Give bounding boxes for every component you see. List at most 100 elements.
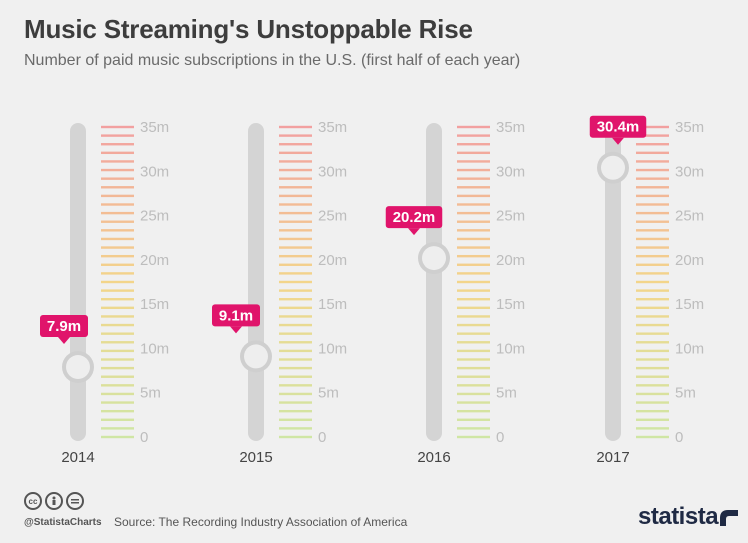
value-badge-pointer xyxy=(230,326,242,334)
tick-label: 25m xyxy=(496,208,525,225)
scale-line xyxy=(101,151,134,155)
scale-line xyxy=(636,409,669,413)
scale-line xyxy=(101,375,134,378)
scale-line xyxy=(101,323,134,327)
scale-line xyxy=(636,366,669,370)
slider-track xyxy=(70,123,86,441)
tick-label: 10m xyxy=(675,340,704,357)
scale-line xyxy=(457,298,490,301)
slider-knob xyxy=(244,344,268,369)
scale-line xyxy=(279,237,312,241)
scale-line xyxy=(101,384,134,387)
scale-line xyxy=(279,289,312,292)
scale-line xyxy=(279,151,312,155)
scale-line xyxy=(636,237,669,241)
scale-line xyxy=(457,358,490,361)
scale-line xyxy=(636,435,669,439)
tick-label: 5m xyxy=(675,385,696,402)
scale-line xyxy=(279,177,312,180)
scale-line xyxy=(279,160,312,163)
chart-title: Music Streaming's Unstoppable Rise xyxy=(24,14,473,44)
scale-line xyxy=(457,254,490,258)
tick-label: 15m xyxy=(140,296,169,313)
scale-line xyxy=(457,211,490,215)
scale-line xyxy=(457,160,490,163)
tick-label: 5m xyxy=(318,385,339,402)
scale-line xyxy=(279,392,312,396)
slider-chart: 0 5m 10m 15m 20m 25m 30m 35m 7.9m 2014 0 5m 10m 15m 20… xyxy=(40,115,704,466)
scale-line xyxy=(636,289,669,292)
scale-line xyxy=(457,246,490,249)
scale-line xyxy=(457,401,490,404)
tick-label: 15m xyxy=(318,296,347,313)
scale-line xyxy=(279,306,312,310)
tick-label: 30m xyxy=(318,163,347,180)
scale-line xyxy=(279,435,312,439)
scale-line xyxy=(636,272,669,275)
value-label: 20.2m xyxy=(393,209,436,226)
scale-line xyxy=(279,272,312,275)
value-badge xyxy=(212,304,260,327)
slider-knob xyxy=(66,355,90,380)
scale-line xyxy=(457,186,490,189)
scale-line xyxy=(279,254,312,258)
tick-label: 20m xyxy=(140,252,169,269)
scale-line xyxy=(636,418,669,421)
scale-line xyxy=(636,384,669,387)
statista-logo: statista xyxy=(638,503,719,530)
category-label: 2016 xyxy=(417,449,450,466)
scale-line xyxy=(101,298,134,301)
scale-line xyxy=(457,263,490,266)
scale-line xyxy=(457,341,490,344)
footer-source: Source: The Recording Industry Associati… xyxy=(114,515,408,529)
scale-line xyxy=(101,315,134,318)
scale-line xyxy=(101,254,134,258)
scale-line xyxy=(101,306,134,310)
scale-line xyxy=(279,168,312,172)
scale-line xyxy=(101,237,134,241)
scale-line xyxy=(636,332,669,335)
scale-line xyxy=(279,349,312,353)
scale-line xyxy=(101,186,134,189)
scale-line xyxy=(279,384,312,387)
scale-line xyxy=(279,246,312,249)
scale-line xyxy=(101,289,134,292)
scale-line xyxy=(457,177,490,180)
scale-line xyxy=(636,427,669,430)
scale-line xyxy=(636,306,669,310)
scale-line xyxy=(279,125,312,129)
scale-line xyxy=(457,427,490,430)
scale-line xyxy=(101,246,134,249)
value-badge xyxy=(589,115,647,138)
scale-line xyxy=(101,203,134,206)
scale-line xyxy=(457,272,490,275)
scale-line xyxy=(636,229,669,232)
value-badge-pointer xyxy=(612,137,624,145)
scale-line xyxy=(279,401,312,404)
value-label: 7.9m xyxy=(47,318,81,335)
tick-label: 35m xyxy=(496,119,525,136)
scale-line xyxy=(457,418,490,421)
scale-line xyxy=(457,392,490,396)
scale-line xyxy=(636,358,669,361)
statista-logo-mark xyxy=(720,510,738,526)
scale-line xyxy=(457,315,490,318)
scale-line xyxy=(101,177,134,180)
tick-label: 35m xyxy=(318,119,347,136)
scale-line xyxy=(636,151,669,155)
tick-label: 10m xyxy=(318,340,347,357)
scale-line xyxy=(636,177,669,180)
scale-line xyxy=(457,134,490,137)
scale-line xyxy=(279,332,312,335)
tick-label: 5m xyxy=(496,385,517,402)
scale-line xyxy=(279,143,312,146)
scale-line xyxy=(636,280,669,284)
scale-line xyxy=(457,229,490,232)
scale-line xyxy=(636,220,669,223)
scale-line xyxy=(279,323,312,327)
scale-line xyxy=(279,263,312,266)
category-label: 2015 xyxy=(239,449,272,466)
scale-line xyxy=(457,332,490,335)
scale-line xyxy=(279,203,312,206)
tick-label: 15m xyxy=(496,296,525,313)
